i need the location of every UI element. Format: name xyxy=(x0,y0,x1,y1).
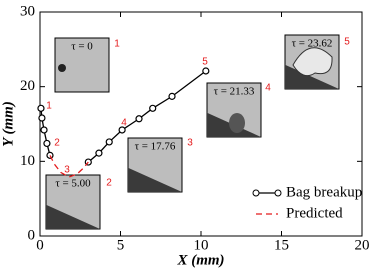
y-tick-label: 10 xyxy=(20,153,35,169)
x-tick-label: 10 xyxy=(194,237,209,253)
x-tick-label: 15 xyxy=(274,237,289,253)
legend-marker xyxy=(274,189,282,197)
point-label: 3 xyxy=(64,165,70,176)
legend-label: Bag breakup xyxy=(286,184,362,200)
data-point xyxy=(149,104,157,112)
inset-label: τ = 5.00 xyxy=(55,178,91,190)
inset-label: τ = 21.33 xyxy=(214,86,255,98)
series-line xyxy=(49,155,89,178)
x-tick-label: 20 xyxy=(355,237,370,253)
data-point xyxy=(40,126,48,134)
legend-label: Predicted xyxy=(286,205,343,221)
data-point xyxy=(168,92,176,100)
inset-number: 2 xyxy=(106,178,112,189)
data-point xyxy=(105,138,113,146)
point-label: 5 xyxy=(202,57,208,68)
x-tick-label: 5 xyxy=(117,237,125,253)
data-point xyxy=(118,126,126,134)
inset-bag xyxy=(292,47,333,77)
inset-number: 5 xyxy=(344,37,350,48)
inset-number: 1 xyxy=(114,39,120,50)
point-label: 1 xyxy=(46,101,52,112)
inset-surface xyxy=(128,167,182,192)
data-point xyxy=(135,115,143,123)
inset-label: τ = 23.62 xyxy=(292,38,333,50)
inset-surface xyxy=(285,64,339,89)
point-label: 4 xyxy=(121,118,127,129)
legend-marker xyxy=(252,189,260,197)
x-tick-label: 0 xyxy=(36,237,44,253)
y-tick-label: 0 xyxy=(28,227,36,243)
inset-surface xyxy=(46,204,100,229)
inset-drop xyxy=(229,113,245,133)
data-point xyxy=(43,139,51,148)
y-tick-label: 30 xyxy=(20,3,35,19)
data-point xyxy=(37,104,45,112)
inset-drop xyxy=(58,64,66,72)
data-point xyxy=(95,149,103,157)
y-axis-label: Y (mm) xyxy=(0,101,16,147)
data-point xyxy=(202,67,210,75)
inset-label: τ = 0 xyxy=(71,41,93,53)
y-tick-label: 20 xyxy=(20,78,35,94)
data-point xyxy=(38,114,46,122)
inset-number: 3 xyxy=(187,138,193,149)
inset-label: τ = 17.76 xyxy=(135,141,176,153)
point-label: 2 xyxy=(54,138,60,149)
inset-number: 4 xyxy=(265,83,271,94)
x-axis-label: X (mm) xyxy=(176,252,224,268)
